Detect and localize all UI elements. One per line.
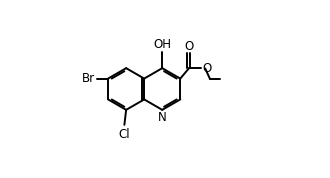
Text: O: O bbox=[184, 40, 193, 53]
Text: N: N bbox=[158, 111, 167, 124]
Text: Cl: Cl bbox=[118, 127, 130, 140]
Text: OH: OH bbox=[153, 38, 171, 51]
Text: Br: Br bbox=[82, 72, 95, 85]
Text: O: O bbox=[202, 62, 211, 75]
